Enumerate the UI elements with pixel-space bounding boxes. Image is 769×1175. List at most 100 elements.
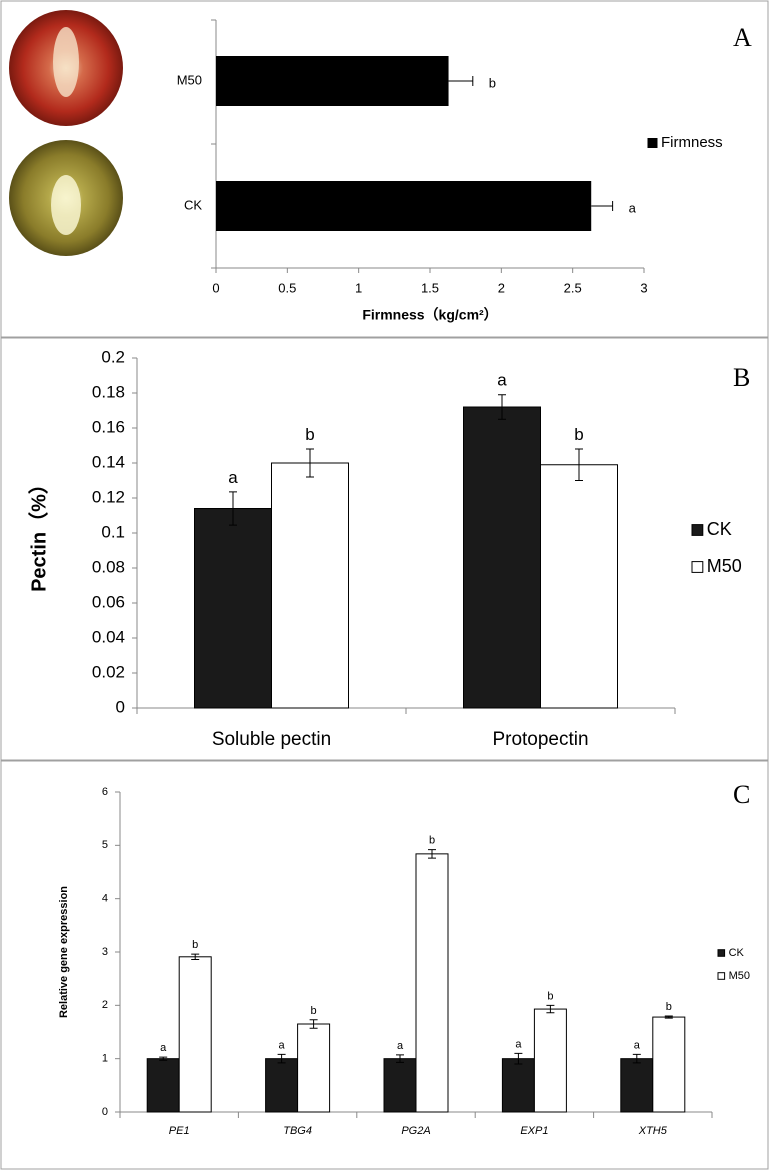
significance-letter: a xyxy=(160,1042,167,1054)
panel-border xyxy=(0,760,769,1170)
significance-letter: b xyxy=(192,939,198,951)
y-tick-label: 0.08 xyxy=(92,557,125,576)
error-bar xyxy=(448,76,474,86)
bar xyxy=(146,1058,180,1113)
legend-label: Firmness xyxy=(661,134,723,151)
y-tick-label: 5 xyxy=(102,839,108,851)
error-bar xyxy=(428,849,436,859)
error-bar xyxy=(306,448,314,478)
panel-label: A xyxy=(733,23,752,52)
legend-swatch xyxy=(691,561,704,573)
bar xyxy=(463,406,541,709)
y-tick-label: 1 xyxy=(102,1053,108,1065)
legend-label: CK xyxy=(729,947,745,959)
y-tick-label: 0 xyxy=(102,1106,108,1118)
error-bar xyxy=(575,448,583,481)
panel-border xyxy=(0,0,769,338)
y-tick-label: 0.2 xyxy=(101,347,125,366)
error-bar xyxy=(229,491,237,526)
y-tick-label: 4 xyxy=(102,893,108,905)
x-tick-label: EXP1 xyxy=(520,1125,548,1137)
panel-border xyxy=(0,337,769,761)
bar xyxy=(533,1008,567,1113)
tomato-image xyxy=(9,140,123,256)
significance-letter: a xyxy=(279,1040,286,1052)
legend-swatch xyxy=(647,138,658,148)
y-tick-label: 3 xyxy=(102,946,108,958)
significance-letter: a xyxy=(634,1040,641,1052)
significance-letter: a xyxy=(397,1040,404,1052)
y-tick-label: M50 xyxy=(177,72,202,87)
y-tick-label: 0.04 xyxy=(92,627,125,646)
significance-letter: b xyxy=(666,1001,672,1013)
x-tick-label: 2 xyxy=(498,280,505,295)
significance-letter: b xyxy=(305,425,314,444)
legend-swatch xyxy=(717,949,726,957)
y-axis-label: Relative gene expression xyxy=(58,886,70,1018)
bar xyxy=(415,853,449,1113)
significance-letter: b xyxy=(489,75,496,90)
error-bar xyxy=(546,1004,555,1014)
x-tick-label: 0 xyxy=(212,280,219,295)
bar xyxy=(178,956,212,1113)
legend-label: M50 xyxy=(707,556,742,576)
x-axis-label: Firmness（kg/cm²） xyxy=(362,307,497,323)
error-bar xyxy=(191,953,200,960)
bar xyxy=(216,181,592,231)
bar xyxy=(501,1058,535,1113)
y-tick-label: 6 xyxy=(102,786,108,798)
y-tick-label: 0.18 xyxy=(92,382,125,401)
y-tick-label: 0.14 xyxy=(92,452,125,471)
legend-label: CK xyxy=(707,519,732,539)
error-bar xyxy=(159,1056,168,1061)
y-tick-label: 0.02 xyxy=(92,662,125,681)
bar xyxy=(620,1058,654,1113)
y-tick-label: 0 xyxy=(116,697,125,716)
panel-label: C xyxy=(733,780,750,809)
legend-swatch xyxy=(717,972,726,980)
significance-letter: b xyxy=(311,1005,317,1017)
significance-letter: b xyxy=(547,990,553,1002)
x-tick-label: Soluble pectin xyxy=(212,729,331,750)
error-bar xyxy=(664,1015,673,1019)
y-tick-label: 2 xyxy=(102,999,108,1011)
y-tick-label: 0.12 xyxy=(92,487,125,506)
error-bar xyxy=(632,1053,641,1064)
bar xyxy=(265,1058,299,1113)
error-bar xyxy=(277,1053,286,1064)
x-tick-label: TBG4 xyxy=(283,1125,312,1137)
error-bar xyxy=(591,201,614,211)
significance-letter: a xyxy=(515,1038,522,1050)
significance-letter: b xyxy=(574,425,583,444)
x-tick-label: 1 xyxy=(355,280,362,295)
y-tick-label: CK xyxy=(184,197,202,212)
y-tick-label: 0.16 xyxy=(92,417,125,436)
x-tick-label: 1.5 xyxy=(421,280,439,295)
x-tick-label: 2.5 xyxy=(564,280,582,295)
bar xyxy=(540,464,618,709)
bar xyxy=(383,1058,417,1113)
legend-swatch xyxy=(691,524,704,536)
x-tick-label: PE1 xyxy=(169,1125,190,1137)
error-bar xyxy=(396,1054,404,1063)
error-bar xyxy=(498,394,506,420)
significance-letter: a xyxy=(497,371,507,390)
significance-letter: b xyxy=(429,835,435,847)
legend-label: M50 xyxy=(729,970,750,982)
y-axis-label: Pectin（%） xyxy=(27,474,50,592)
tomato-image xyxy=(9,10,123,126)
bar xyxy=(297,1023,331,1113)
bar xyxy=(194,508,272,709)
x-tick-label: 0.5 xyxy=(278,280,296,295)
x-tick-label: Protopectin xyxy=(492,729,588,750)
y-tick-label: 0.1 xyxy=(101,522,125,541)
bar xyxy=(652,1016,686,1113)
bar xyxy=(271,462,349,709)
error-bar xyxy=(514,1052,523,1065)
panel-label: B xyxy=(733,363,750,392)
x-tick-label: XTH5 xyxy=(638,1125,668,1137)
x-tick-label: PG2A xyxy=(401,1125,430,1137)
x-tick-label: 3 xyxy=(640,280,647,295)
significance-letter: a xyxy=(228,468,238,487)
